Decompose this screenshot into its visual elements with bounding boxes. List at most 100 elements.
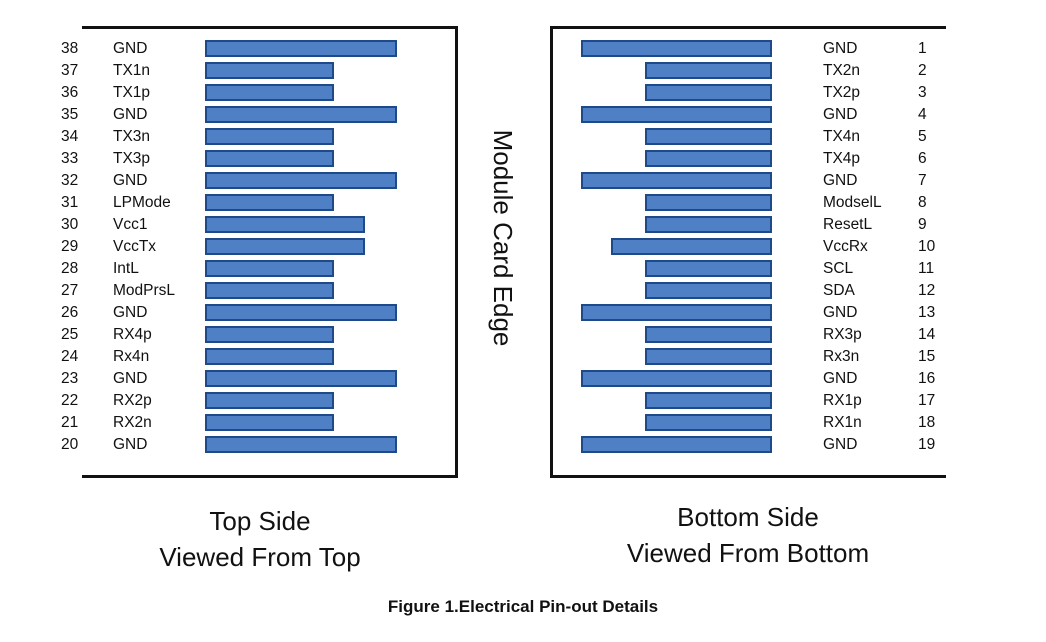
contact-pad (645, 62, 772, 79)
top-pin-row: 21 RX2n (0, 412, 1046, 434)
pin-number: 9 (918, 216, 927, 233)
contact-pad (205, 128, 334, 145)
pin-number: 37 (61, 62, 79, 79)
top-pin-row: 30 Vcc1 (0, 214, 1046, 236)
bottom-pin-row: 17 RX1p (0, 390, 1046, 412)
pin-number: 1 (918, 40, 927, 57)
contact-pad (645, 260, 772, 277)
contact-pad (205, 62, 334, 79)
pin-number: 29 (61, 238, 79, 255)
pin-signal-name: GND (823, 436, 858, 453)
pin-signal-name: GND (113, 436, 148, 453)
pin-number: 20 (61, 436, 79, 453)
top-pin-row: 31 LPMode (0, 192, 1046, 214)
top-pin-row: 37 TX1n (0, 60, 1046, 82)
bottom-pin-row: 10 VccRx (0, 236, 1046, 258)
bottom-pin-row: 3 TX2p (0, 82, 1046, 104)
top-side-card-edge (455, 26, 458, 478)
pin-number: 16 (918, 370, 936, 387)
top-pin-row: 38 GND (0, 38, 1046, 60)
bottom-side-caption-line2: Viewed From Bottom (626, 538, 870, 568)
pin-signal-name: GND (823, 172, 858, 189)
pin-signal-name: TX1n (113, 62, 151, 79)
bottom-pin-row: 12 SDA (0, 280, 1046, 302)
contact-pad (581, 106, 772, 123)
pin-number: 34 (61, 128, 79, 145)
pin-number: 3 (918, 84, 927, 101)
bottom-pin-row: 16 GND (0, 368, 1046, 390)
pin-signal-name: TX3p (113, 150, 151, 167)
contact-pad (645, 150, 772, 167)
pin-signal-name: TX1p (113, 84, 151, 101)
contact-pad (645, 326, 772, 343)
pin-signal-name: GND (113, 172, 148, 189)
pin-number: 10 (918, 238, 936, 255)
pin-signal-name: Vcc1 (113, 216, 148, 233)
bottom-pin-row: 18 RX1n (0, 412, 1046, 434)
contact-pad (205, 106, 397, 123)
top-pin-row: 29 VccTx (0, 236, 1046, 258)
top-pin-row: 20 GND (0, 434, 1046, 456)
pin-number: 12 (918, 282, 936, 299)
bottom-side-caption-line1: Bottom Side (677, 502, 819, 532)
top-pin-row: 22 RX2p (0, 390, 1046, 412)
pin-signal-name: GND (113, 370, 148, 387)
pin-number: 33 (61, 150, 79, 167)
pin-number: 24 (61, 348, 79, 365)
contact-pad (205, 216, 365, 233)
top-pin-row: 23 GND (0, 368, 1046, 390)
bottom-pin-row: 5 TX4n (0, 126, 1046, 148)
pin-number: 2 (918, 62, 927, 79)
pin-number: 7 (918, 172, 927, 189)
pin-signal-name: Rx3n (823, 348, 860, 365)
pin-signal-name: GND (823, 40, 858, 57)
pin-number: 13 (918, 304, 936, 321)
contact-pad (645, 216, 772, 233)
pin-number: 15 (918, 348, 936, 365)
pin-number: 36 (61, 84, 79, 101)
contact-pad (581, 40, 772, 57)
bottom-pin-row: 1 GND (0, 38, 1046, 60)
bottom-pin-row: 15 Rx3n (0, 346, 1046, 368)
pin-signal-name: IntL (113, 260, 139, 277)
contact-pad (645, 348, 772, 365)
pin-signal-name: GND (823, 304, 858, 321)
pin-signal-name: SDA (823, 282, 855, 299)
contact-pad (205, 194, 334, 211)
top-pin-row: 35 GND (0, 104, 1046, 126)
bottom-pin-row: 13 GND (0, 302, 1046, 324)
pin-signal-name: RX2n (113, 414, 152, 431)
pin-number: 14 (918, 326, 936, 343)
pin-signal-name: GND (113, 106, 148, 123)
bottom-pin-row: 11 SCL (0, 258, 1046, 280)
contact-pad (581, 172, 772, 189)
top-pin-row: 26 GND (0, 302, 1046, 324)
contact-pad (205, 238, 365, 255)
contact-pad (205, 84, 334, 101)
pin-signal-name: VccRx (823, 238, 868, 255)
pin-signal-name: RX2p (113, 392, 152, 409)
contact-pad (645, 194, 772, 211)
pin-signal-name: TX2n (823, 62, 861, 79)
top-pin-row: 36 TX1p (0, 82, 1046, 104)
pin-number: 19 (918, 436, 936, 453)
pin-number: 17 (918, 392, 936, 409)
contact-pad (205, 436, 397, 453)
module-card-edge-text: Module Card Edge (488, 129, 518, 347)
top-pin-row: 24 Rx4n (0, 346, 1046, 368)
bottom-side-bottom-edge (550, 475, 946, 478)
pin-number: 26 (61, 304, 79, 321)
pin-signal-name: Rx4n (113, 348, 150, 365)
bottom-pin-row: 7 GND (0, 170, 1046, 192)
pin-number: 21 (61, 414, 79, 431)
top-side-top-edge (82, 26, 458, 29)
figure-title: Figure 1.Electrical Pin-out Details (387, 597, 659, 616)
pin-signal-name: GND (113, 304, 148, 321)
pin-signal-name: GND (823, 370, 858, 387)
top-pin-row: 33 TX3p (0, 148, 1046, 170)
pin-number: 11 (918, 260, 935, 277)
pin-signal-name: ModselL (823, 194, 882, 211)
bottom-pin-row: 6 TX4p (0, 148, 1046, 170)
pin-number: 30 (61, 216, 79, 233)
pin-number: 38 (61, 40, 79, 57)
